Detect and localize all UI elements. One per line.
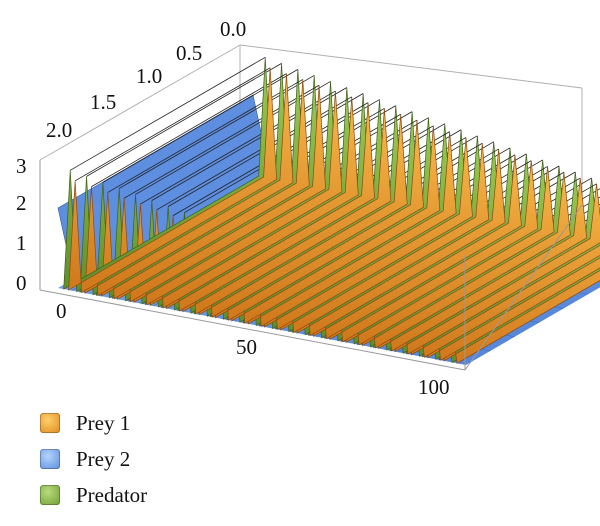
prey1-ridge-crest (74, 67, 271, 182)
y-tick-label: 0.5 (176, 41, 202, 65)
x-axis-ticks: 0 50 100 (56, 299, 450, 399)
prey1-ridge-crest (91, 73, 287, 187)
surface-plot: 0.0 0.5 1.0 1.5 2.0 3 2 1 0 0 50 100 (16, 17, 600, 399)
predator-ridge-crest (86, 63, 282, 177)
x-tick-label: 50 (236, 335, 257, 359)
legend-item-predator: Predator (40, 477, 290, 513)
z-tick-label: 2 (16, 191, 27, 215)
bounding-box-front (39, 160, 583, 371)
legend-item-prey2: Prey 2 (40, 441, 290, 477)
z-tick-label: 0 (16, 271, 27, 295)
y-tick-label: 1.5 (90, 90, 116, 114)
legend-swatch-prey1 (40, 413, 60, 433)
legend-swatch-predator (40, 485, 60, 505)
z-axis-ticks: 3 2 1 0 (16, 154, 27, 295)
legend-label: Prey 2 (76, 446, 131, 471)
y-axis-ticks: 0.0 0.5 1.0 1.5 2.0 (46, 17, 246, 142)
legend: Prey 1 Prey 2 Predator (40, 405, 290, 513)
legend-label: Prey 1 (76, 410, 131, 435)
x-tick-label: 100 (418, 375, 450, 399)
legend-item-prey1: Prey 1 (40, 405, 290, 441)
z-tick-label: 1 (16, 231, 27, 255)
oscillation-ridges (63, 56, 600, 364)
legend-label: Predator (76, 482, 148, 507)
x-tick-label: 0 (56, 299, 67, 323)
predator-ridge-crest (70, 56, 266, 171)
y-tick-label: 1.0 (136, 64, 162, 88)
y-tick-label: 2.0 (46, 118, 72, 142)
y-tick-label: 0.0 (220, 17, 246, 41)
legend-swatch-prey2 (40, 449, 60, 469)
z-tick-label: 3 (16, 154, 27, 178)
